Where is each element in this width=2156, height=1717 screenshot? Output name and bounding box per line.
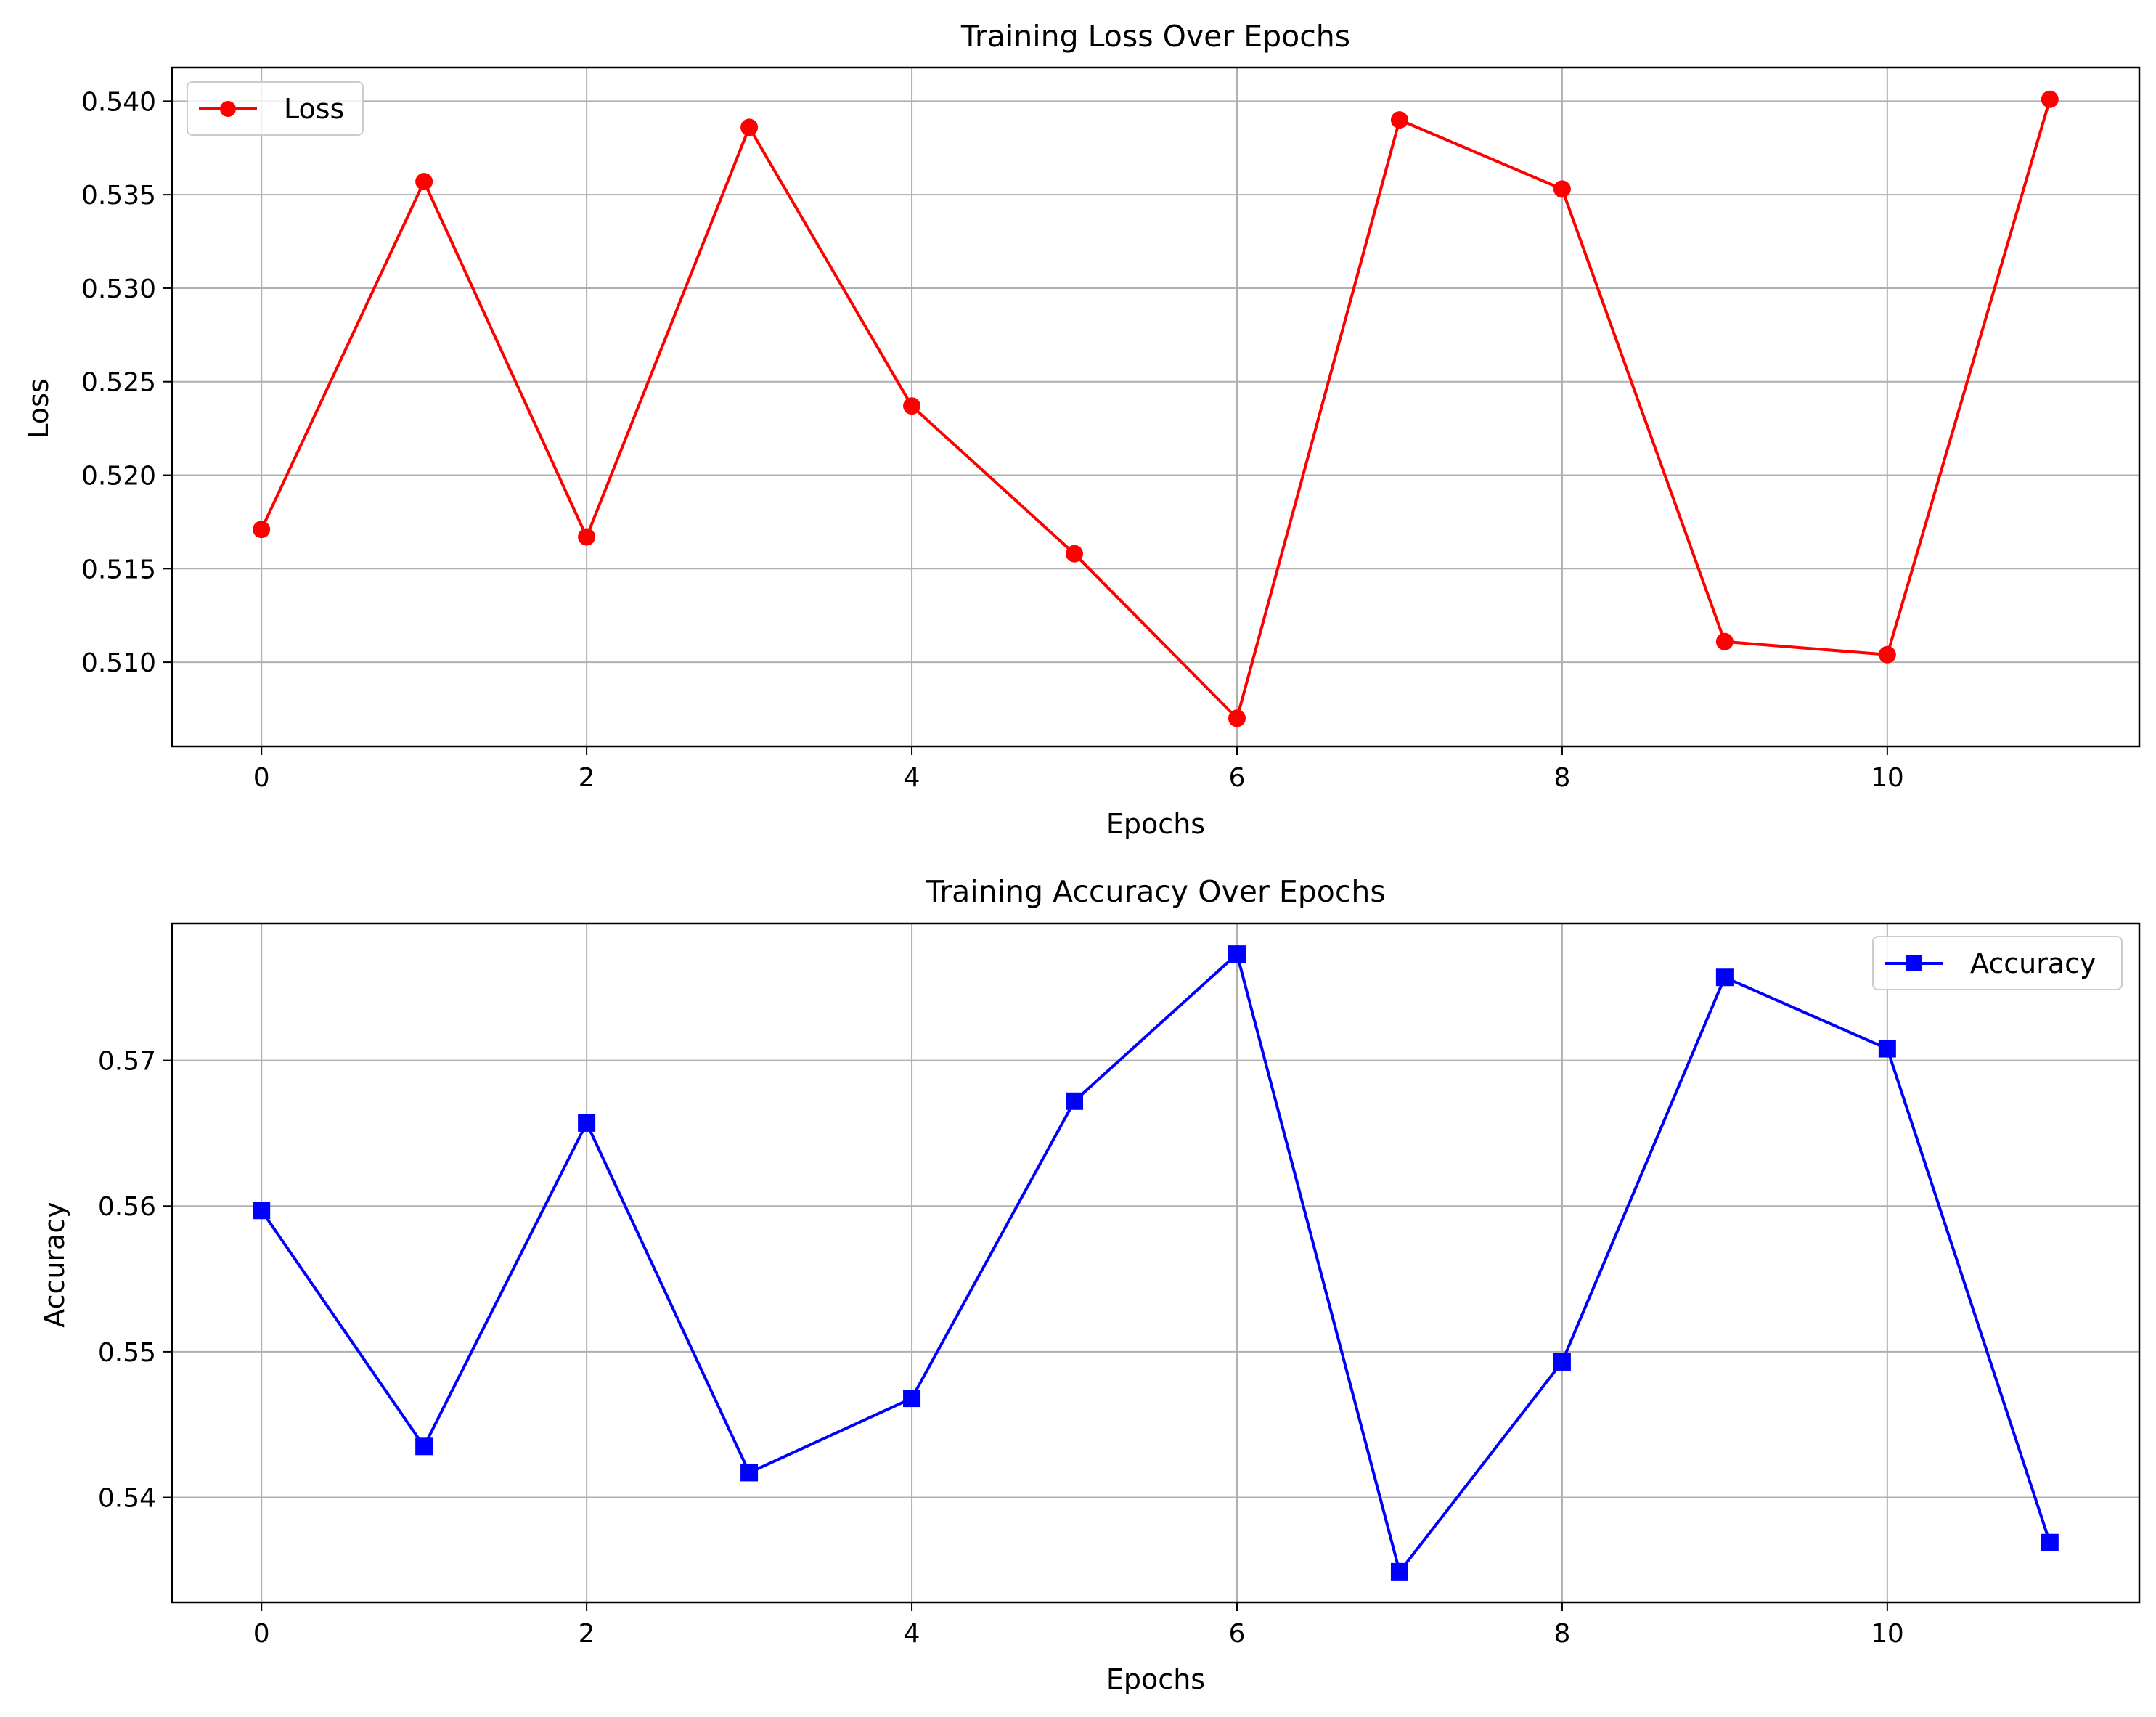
accuracy-data-point: [415, 1437, 433, 1456]
loss-data-point: [578, 528, 596, 546]
accuracy-x-axis-label: Epochs: [1106, 1663, 1205, 1695]
loss-y-tick-label: 0.535: [81, 181, 156, 211]
accuracy-data-point: [903, 1390, 921, 1408]
accuracy-y-tick-label: 0.55: [98, 1338, 156, 1368]
loss-series-line: [260, 99, 2051, 720]
loss-data-point: [1553, 180, 1571, 198]
loss-data-point: [1878, 645, 1896, 664]
loss-y-tick-label: 0.510: [81, 648, 156, 678]
loss-legend-box: [187, 81, 364, 136]
accuracy-data-point: [740, 1464, 759, 1482]
loss-x-tick-label: 0: [253, 763, 270, 793]
accuracy-data-point: [1390, 1562, 1408, 1581]
loss-y-tick-label: 0.525: [81, 368, 156, 398]
accuracy-series: [253, 945, 2059, 1581]
accuracy-data-point: [2041, 1533, 2059, 1551]
loss-x-tick-label: 10: [1871, 763, 1904, 793]
loss-y-axis-label: Loss: [23, 378, 54, 439]
loss-data-point: [415, 173, 433, 191]
loss-chart: Training Loss Over Epochs 0 2 4 6 8 10 0.510 0.…: [23, 19, 2141, 840]
loss-data-point: [740, 118, 759, 136]
loss-data-point: [2041, 90, 2059, 108]
loss-legend-label: Loss: [284, 93, 344, 125]
loss-data-point: [1715, 632, 1734, 650]
accuracy-x-tick-label: 10: [1871, 1619, 1904, 1649]
accuracy-data-point: [1878, 1040, 1896, 1058]
accuracy-data-point: [578, 1114, 596, 1132]
loss-x-tick-label: 8: [1553, 763, 1570, 793]
loss-x-tick-label: 6: [1229, 763, 1246, 793]
loss-grid: [172, 68, 2139, 746]
loss-y-tick-label: 0.540: [81, 87, 156, 117]
accuracy-y-tick-label: 0.56: [98, 1192, 156, 1222]
accuracy-grid: [172, 923, 2139, 1602]
accuracy-x-tick-label: 8: [1553, 1619, 1570, 1649]
accuracy-x-tick-label: 2: [579, 1619, 595, 1649]
accuracy-data-point: [1066, 1092, 1084, 1110]
accuracy-x-tick-label: 0: [253, 1619, 270, 1649]
loss-x-tick-label: 2: [579, 763, 595, 793]
loss-data-point: [903, 397, 921, 415]
loss-chart-title: Training Loss Over Epochs: [960, 19, 1350, 54]
accuracy-y-tick-label: 0.54: [98, 1484, 156, 1514]
loss-data-point: [1066, 545, 1084, 563]
loss-legend: Loss: [187, 81, 364, 136]
loss-y-tick-label: 0.515: [81, 555, 156, 584]
accuracy-ticks: 0 2 4 6 8 10 0.54 0.55 0.56 0.57: [98, 1047, 1904, 1649]
loss-data-point: [1390, 111, 1408, 129]
accuracy-x-tick-label: 4: [904, 1619, 920, 1649]
loss-series: [253, 90, 2059, 727]
loss-data-point: [1228, 709, 1246, 727]
accuracy-chart-title: Training Accuracy Over Epochs: [925, 874, 1386, 909]
accuracy-y-axis-label: Accuracy: [38, 1202, 70, 1328]
loss-y-tick-label: 0.520: [81, 462, 156, 492]
accuracy-x-tick-label: 6: [1229, 1619, 1246, 1649]
accuracy-legend: Accuracy: [1872, 936, 2123, 990]
accuracy-chart: Training Accuracy Over Epochs 0 2 4 6 8 10 0.5…: [38, 874, 2141, 1695]
accuracy-y-tick-label: 0.57: [98, 1047, 156, 1077]
accuracy-data-point: [1715, 968, 1734, 987]
loss-plot-frame: [171, 66, 2141, 748]
accuracy-plot-frame: [171, 922, 2141, 1604]
accuracy-data-point: [1228, 945, 1246, 963]
loss-ticks: 0 2 4 6 8 10 0.510 0.515 0.520 0.525 0.530 0.535 0.5…: [81, 87, 1904, 793]
accuracy-data-point: [1553, 1353, 1571, 1371]
loss-y-tick-label: 0.530: [81, 274, 156, 304]
loss-data-point: [253, 521, 271, 539]
loss-legend-marker-swatch: [220, 101, 236, 117]
accuracy-legend-label: Accuracy: [1970, 947, 2096, 979]
accuracy-legend-box: [1872, 936, 2123, 990]
accuracy-legend-marker-swatch: [1906, 955, 1922, 971]
accuracy-data-point: [253, 1202, 271, 1220]
accuracy-series-line: [260, 953, 2051, 1573]
loss-x-tick-label: 4: [904, 763, 920, 793]
loss-x-axis-label: Epochs: [1106, 808, 1205, 840]
